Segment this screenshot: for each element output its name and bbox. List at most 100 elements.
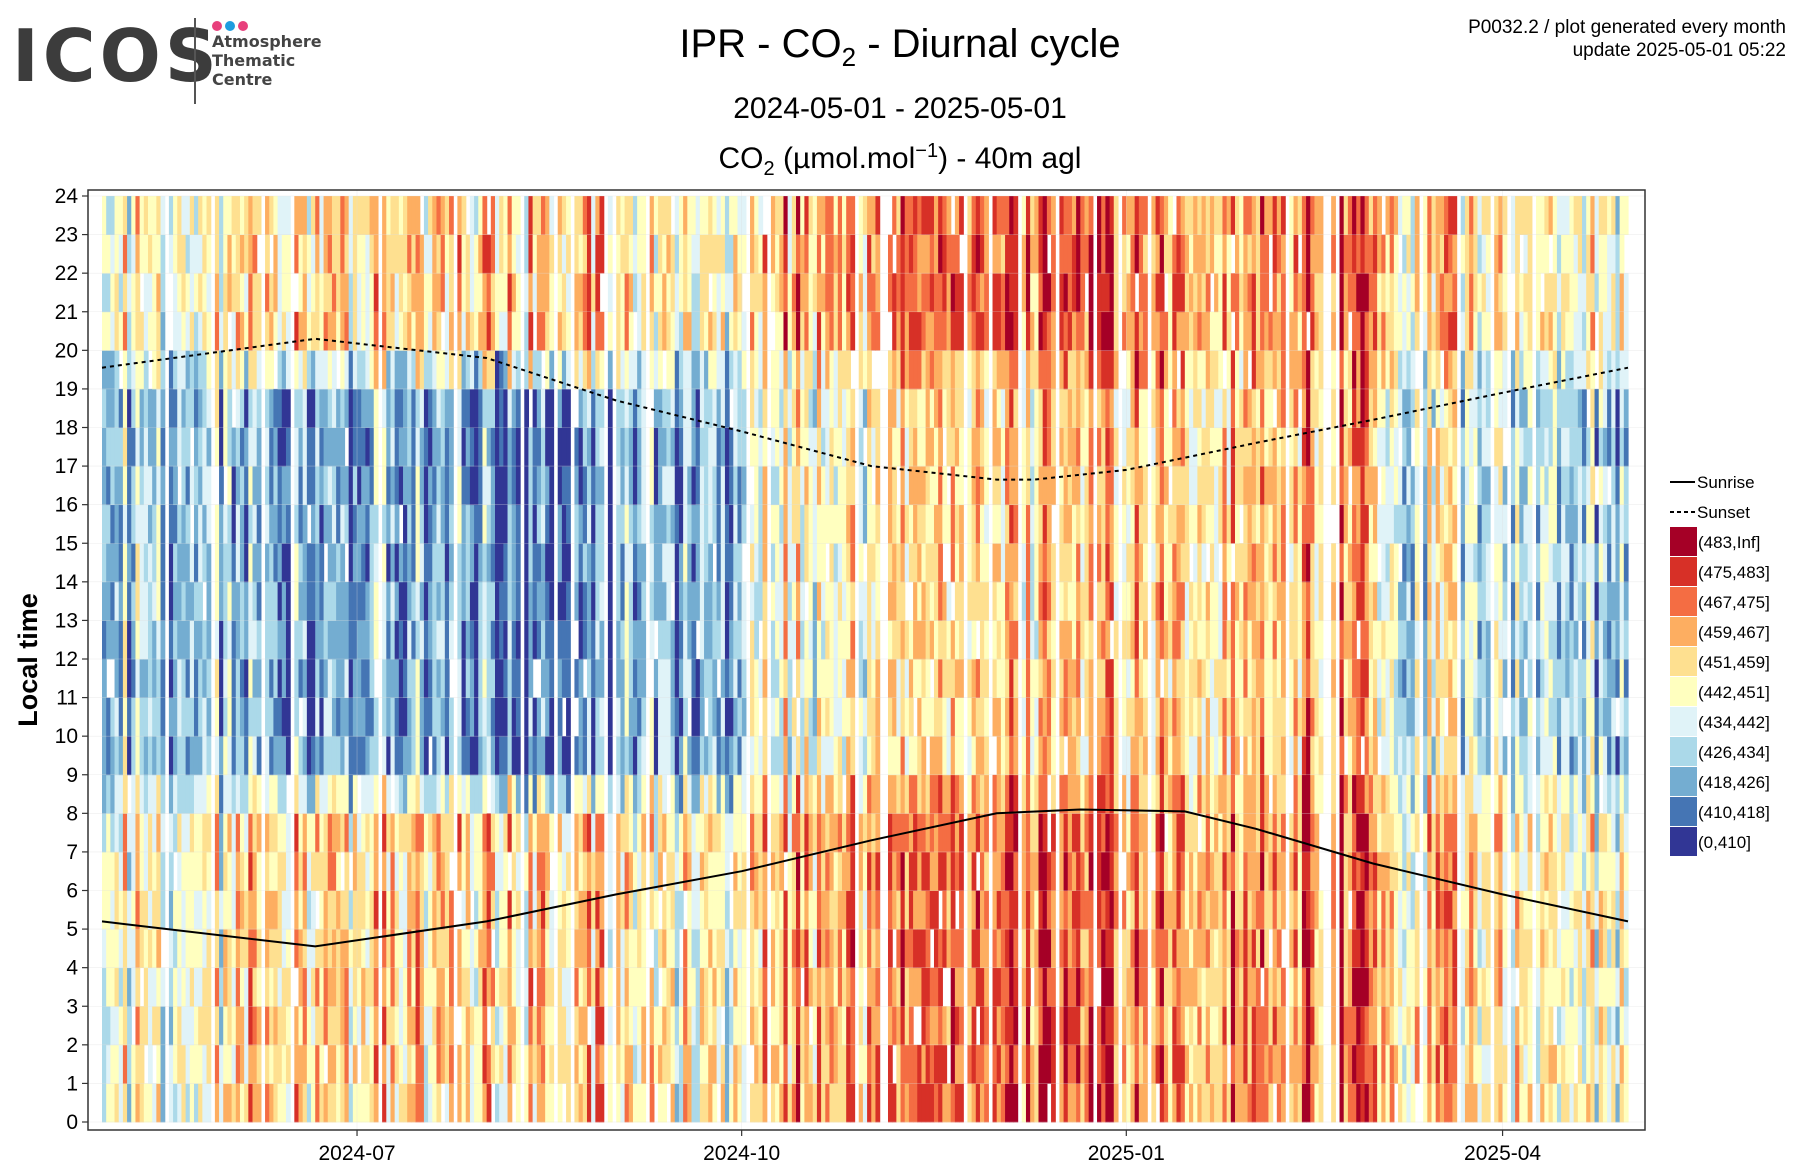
heatmap-cell [474, 967, 479, 1007]
heatmap-cell [394, 388, 400, 428]
heatmap-cell [394, 813, 400, 853]
heatmap-cell [457, 697, 463, 737]
heatmap-cell [812, 736, 818, 776]
heatmap-cell [624, 196, 630, 235]
heatmap-cell [1000, 967, 1006, 1007]
heatmap-cell [444, 543, 450, 583]
heatmap-cell [306, 929, 312, 969]
heatmap-cell [235, 774, 241, 814]
heatmap-cell [436, 388, 442, 428]
heatmap-cell [369, 1006, 375, 1046]
heatmap-cell [599, 736, 605, 776]
heatmap-cell [156, 1044, 162, 1084]
heatmap-cell [432, 967, 438, 1007]
heatmap-cell [871, 581, 877, 621]
heatmap-cell [398, 890, 404, 930]
heatmap-cell [691, 427, 697, 467]
heatmap-cell [340, 504, 346, 544]
heatmap-cell [1071, 1006, 1077, 1046]
heatmap-cell [996, 504, 1002, 544]
heatmap-cell [975, 697, 981, 737]
heatmap-cell [996, 736, 1002, 776]
heatmap-cell [139, 1044, 145, 1084]
heatmap-cell [992, 774, 998, 814]
heatmap-cell [206, 697, 212, 737]
heatmap-cell [704, 1044, 709, 1084]
heatmap-cell [189, 736, 195, 776]
heatmap-cell [302, 1083, 308, 1123]
heatmap-cell [687, 504, 693, 544]
heatmap-cell [398, 196, 404, 235]
heatmap-cell [637, 1083, 642, 1123]
heatmap-cell [724, 929, 730, 969]
heatmap-cell [791, 581, 797, 621]
heatmap-cell [189, 388, 195, 428]
heatmap-cell [917, 620, 923, 660]
heatmap-cell [737, 581, 743, 621]
heatmap-cell [574, 851, 580, 891]
heatmap-cell [344, 1044, 350, 1084]
heatmap-cell [1005, 388, 1010, 428]
heatmap-cell [1042, 697, 1048, 737]
heatmap-cell [1005, 620, 1010, 660]
heatmap-cell [678, 581, 684, 621]
heatmap-cell [152, 350, 157, 390]
heatmap-cell [607, 851, 613, 891]
heatmap-cell [193, 350, 199, 390]
heatmap-cell [373, 234, 379, 274]
heatmap-cell [904, 504, 910, 544]
heatmap-cell [796, 774, 801, 814]
heatmap-cell [925, 620, 931, 660]
heatmap-cell [1071, 1044, 1077, 1084]
heatmap-cell [403, 311, 408, 351]
heatmap-cell [1080, 1006, 1086, 1046]
heatmap-cell [658, 543, 663, 583]
heatmap-cell [816, 581, 822, 621]
heatmap-cell [762, 736, 768, 776]
heatmap-cell [336, 388, 341, 428]
heatmap-cell [913, 427, 918, 467]
heatmap-cell [850, 659, 856, 698]
heatmap-cell [938, 273, 943, 313]
heatmap-cell [632, 851, 638, 891]
heatmap-cell [975, 466, 981, 506]
heatmap-cell [135, 813, 141, 853]
heatmap-cell [1071, 774, 1077, 814]
heatmap-cell [729, 1006, 734, 1046]
heatmap-cell [904, 774, 910, 814]
heatmap-cell [758, 1083, 764, 1123]
heatmap-cell [821, 466, 826, 506]
heatmap-cell [135, 581, 141, 621]
heatmap-cell [193, 427, 199, 467]
heatmap-cell [850, 1083, 856, 1123]
heatmap-cell [699, 350, 705, 390]
heatmap-cell [1038, 196, 1044, 235]
heatmap-cell [432, 929, 438, 969]
heatmap-cell [444, 774, 450, 814]
heatmap-cell [967, 851, 973, 891]
heatmap-cell [724, 620, 730, 660]
heatmap-cell [908, 196, 914, 235]
heatmap-cell [235, 929, 241, 969]
heatmap-cell [398, 1044, 404, 1084]
heatmap-cell [524, 388, 530, 428]
heatmap-cell [277, 273, 283, 313]
heatmap-cell [352, 813, 358, 853]
heatmap-cell [306, 774, 312, 814]
heatmap-cell [653, 350, 659, 390]
heatmap-cell [959, 659, 964, 698]
heatmap-cell [198, 1044, 203, 1084]
heatmap-cell [114, 234, 120, 274]
heatmap-cell [490, 388, 496, 428]
heatmap-cell [231, 851, 237, 891]
heatmap-cell [1038, 890, 1044, 930]
heatmap-cell [624, 273, 630, 313]
heatmap-cell [637, 466, 642, 506]
heatmap-cell [415, 466, 421, 506]
heatmap-cell [967, 350, 973, 390]
heatmap-cell [754, 1044, 759, 1084]
heatmap-cell [591, 388, 596, 428]
heatmap-cell [662, 234, 668, 274]
heatmap-cell [770, 697, 776, 737]
heatmap-cell [423, 774, 429, 814]
